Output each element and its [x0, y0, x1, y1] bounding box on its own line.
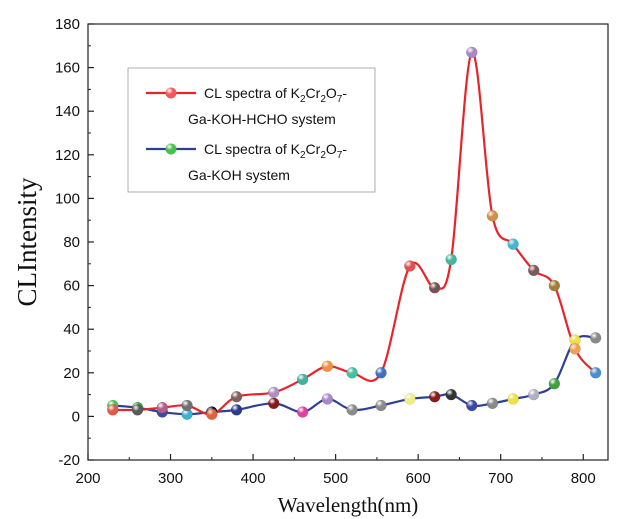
series-1-point — [267, 397, 280, 410]
series-1-point — [375, 399, 387, 412]
series-1-point — [589, 332, 602, 344]
y-tick-label: 100 — [55, 190, 80, 207]
axes: 200 300 400 500 600 700 800 -20 0 20 40 60 80 100 120 1… — [55, 16, 609, 487]
x-tick-label: 400 — [241, 470, 266, 487]
series-0-point — [445, 253, 457, 266]
series-0-point — [267, 386, 280, 399]
y-tick-label: 160 — [55, 60, 80, 77]
series-0-point — [321, 360, 334, 373]
series-0-point — [548, 279, 561, 292]
legend-label-part: CL spectra of K — [204, 85, 301, 101]
series-1-point — [507, 393, 519, 405]
series-0-point — [486, 210, 499, 222]
legend-label-part: 2 — [320, 94, 326, 105]
series-1-point — [466, 399, 478, 412]
x-tick-label: 300 — [158, 470, 183, 487]
legend-label-part: 2 — [320, 150, 326, 161]
series-1-point — [321, 393, 334, 405]
series-0-point — [428, 282, 441, 294]
x-tick-label: 500 — [323, 470, 348, 487]
series-0-point — [527, 264, 540, 277]
legend-label-part: O — [326, 85, 337, 101]
series-0-point — [107, 404, 119, 416]
legend-label-part: 7 — [337, 150, 343, 161]
series-0-point — [569, 343, 581, 355]
series-0-point — [206, 408, 218, 420]
series-0-point — [375, 367, 387, 379]
legend-label-part: - — [342, 85, 347, 101]
y-tick-label: 60 — [63, 278, 80, 295]
y-tick-label: 120 — [55, 147, 80, 164]
y-axis-title: CLIntensity — [12, 177, 42, 306]
series-0-point — [156, 401, 169, 414]
series-1-point — [428, 391, 441, 403]
series-1-point — [296, 406, 309, 418]
legend-label-line2-0: Ga-KOH-HCHO system — [188, 111, 336, 127]
y-tick-label: 0 — [72, 408, 80, 425]
y-tick-label: 20 — [63, 365, 80, 382]
y-tick-label: 140 — [55, 103, 80, 120]
x-tick-label: 800 — [571, 470, 596, 487]
legend-label-0: CL spectra of K2Cr2O7- — [204, 85, 347, 105]
legend-marker-1 — [165, 143, 177, 155]
series-1-point — [548, 377, 561, 390]
series-1-point — [527, 388, 540, 401]
series-0-point — [131, 404, 144, 416]
series-1-point — [445, 388, 457, 401]
legend-label-part: 7 — [337, 94, 343, 105]
series-0-point — [507, 238, 519, 250]
series-layer — [107, 46, 602, 420]
series-0-point — [404, 260, 416, 272]
x-tick-label: 700 — [488, 470, 513, 487]
series-0-point — [296, 373, 309, 386]
legend-label-part: Cr — [306, 85, 321, 101]
series-1-point — [404, 393, 416, 405]
legend-label-part: 2 — [300, 150, 306, 161]
x-tick-label: 600 — [406, 470, 431, 487]
y-tick-label: -20 — [58, 452, 80, 469]
series-0-point — [466, 46, 478, 59]
series-0-point — [346, 367, 358, 379]
series-0-point — [589, 367, 602, 379]
legend-label-part: CL spectra of K — [204, 141, 301, 157]
x-tick-label: 200 — [75, 470, 100, 487]
legend-label-part: Cr — [306, 141, 321, 157]
series-0-point — [230, 391, 243, 403]
x-axis-title: Wavelength(nm) — [278, 493, 419, 517]
series-0-point — [181, 399, 193, 412]
y-tick-label: 40 — [63, 321, 80, 338]
legend-label-part: O — [326, 141, 337, 157]
y-tick-label: 180 — [55, 16, 80, 33]
legend-label-line2-1: Ga-KOH system — [188, 167, 290, 183]
series-1-point — [346, 404, 358, 416]
legend: CL spectra of K2Cr2O7-Ga-KOH-HCHO system… — [127, 67, 376, 193]
y-tick-label: 80 — [63, 234, 80, 251]
legend-label-1: CL spectra of K2Cr2O7- — [204, 141, 347, 161]
series-1-point — [230, 404, 243, 416]
legend-label-part: 2 — [300, 94, 306, 105]
legend-marker-0 — [165, 87, 177, 99]
series-line-0 — [112, 51, 597, 416]
series-1-point — [486, 397, 499, 410]
legend-label-part: - — [342, 141, 347, 157]
